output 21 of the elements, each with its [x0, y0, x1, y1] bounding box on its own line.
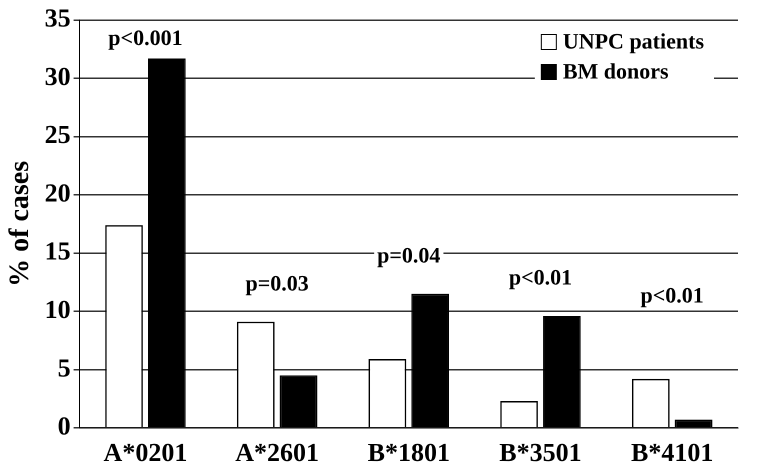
annotation: p=0.04	[377, 242, 440, 268]
y-tick-label: 25	[44, 120, 71, 150]
y-tick-label: 5	[58, 353, 71, 382]
y-axis-title: % of cases	[4, 160, 36, 287]
x-tick-label: B*1801	[368, 438, 450, 468]
y-tick-label: 10	[44, 295, 71, 324]
x-tick-label: B*3501	[499, 438, 582, 468]
annotation: p<0.01	[640, 282, 704, 308]
y-tick-label: 30	[44, 62, 71, 91]
y-tick-label: 35	[44, 4, 71, 33]
y-tick-label: 15	[44, 236, 71, 266]
annotation: p=0.03	[245, 270, 309, 296]
annotation: p<0.001	[108, 25, 183, 50]
y-tick-label: 0	[58, 412, 71, 441]
x-tick-label: A*0201	[104, 438, 188, 468]
x-tick-label: A*2601	[235, 438, 320, 468]
y-tick-label: 20	[44, 178, 71, 208]
legend-label: BM donors	[562, 58, 670, 84]
x-tick-label: B*4101	[630, 438, 714, 468]
annotation: p<0.01	[508, 264, 572, 290]
legend-label: UNPC patients	[562, 28, 704, 54]
